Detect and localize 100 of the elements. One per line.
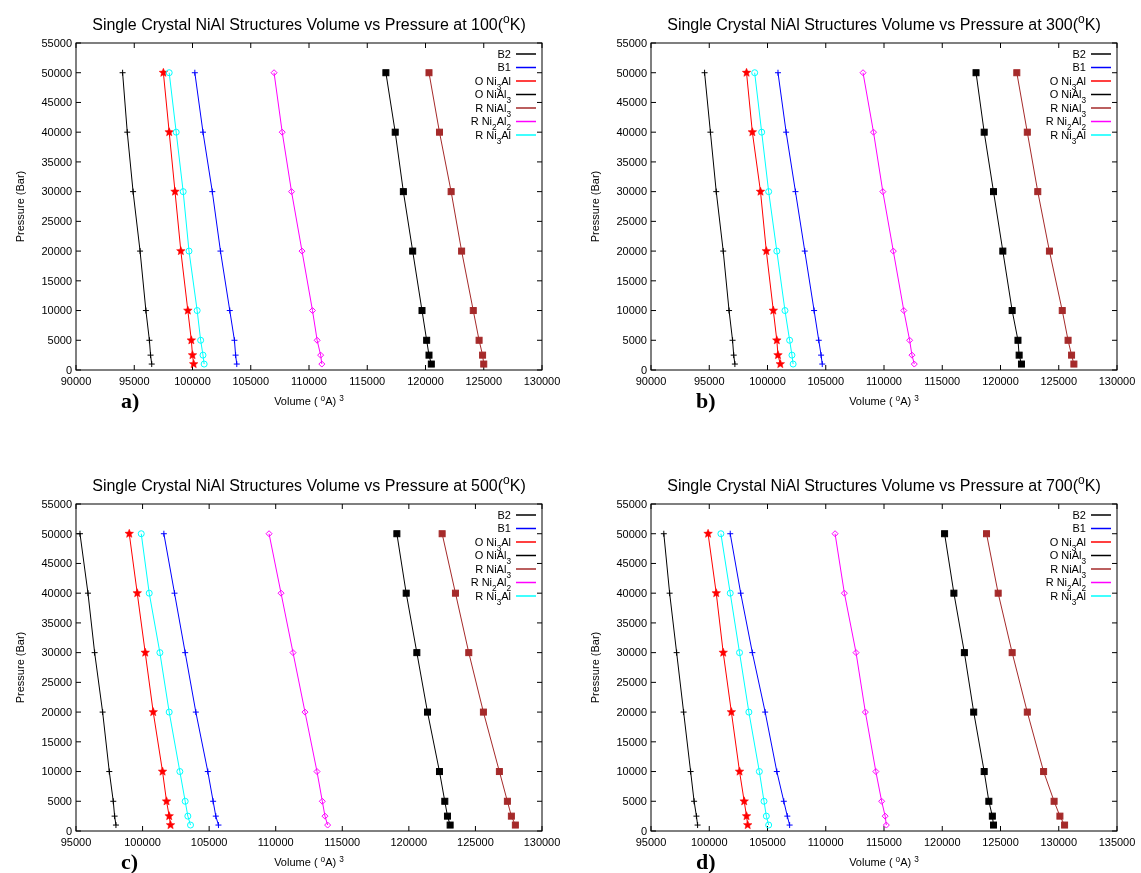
x-tick-label: 120000 [407, 375, 444, 387]
legend-label: O NiAl$_{3}$ [474, 549, 512, 566]
x-axis-title: Volume ( $^{o}$A) $^{3}$ [274, 393, 345, 407]
point [1034, 188, 1042, 196]
point [129, 188, 137, 196]
y-tick-label: 40000 [616, 126, 647, 139]
point [985, 797, 993, 805]
point [852, 649, 860, 657]
point [197, 336, 205, 344]
point [801, 247, 809, 255]
point [990, 821, 998, 829]
x-tick-label: 115000 [924, 375, 961, 387]
x-tick-label: 95000 [693, 375, 725, 387]
x-tick-label: 100000 [749, 375, 786, 387]
point [666, 589, 674, 597]
x-tick-label: 105000 [232, 375, 270, 387]
chart-title: Single Crystal NiAl Structures Volume vs Pressure at 500($^{o}$K) [92, 473, 526, 494]
y-tick-label: 45000 [41, 96, 72, 109]
legend-label: B2 [497, 508, 511, 521]
point [158, 766, 168, 776]
point [479, 708, 487, 716]
point [712, 188, 720, 196]
point [765, 821, 773, 829]
point [413, 649, 421, 657]
point [742, 67, 752, 77]
point [908, 351, 916, 359]
y-tick-label: 30000 [41, 646, 72, 659]
point [511, 821, 519, 829]
y-tick-label: 50000 [616, 527, 647, 540]
x-tick-label: 95000 [635, 836, 667, 848]
point [988, 812, 996, 820]
point [321, 812, 329, 820]
point [179, 188, 187, 196]
point [815, 336, 823, 344]
point [158, 67, 168, 77]
x-tick-label: 125000 [982, 836, 1019, 848]
point [960, 649, 968, 657]
y-tick-label: 40000 [616, 587, 647, 600]
y-tick-label: 30000 [616, 185, 647, 198]
point [1008, 307, 1016, 315]
point [382, 69, 390, 77]
point [192, 708, 200, 716]
x-tick-label: 130000 [523, 375, 561, 387]
point [879, 188, 887, 196]
x-tick-label: 90000 [635, 375, 667, 387]
point [1050, 797, 1058, 805]
point [861, 708, 869, 716]
y-tick-label: 5000 [622, 334, 647, 347]
x-tick-label: 105000 [807, 375, 845, 387]
point [781, 307, 789, 315]
point [451, 589, 459, 597]
point [123, 128, 131, 136]
point [1064, 336, 1072, 344]
x-tick-label: 120000 [982, 375, 1019, 387]
x-tick-label: 120000 [390, 836, 428, 848]
y-tick-label: 55000 [41, 36, 72, 49]
point [156, 649, 164, 657]
point [318, 797, 326, 805]
point [495, 768, 503, 776]
legend-label: R Ni$_{3}$Al [1050, 589, 1086, 607]
x-tick-label: 115000 [324, 836, 361, 848]
point [786, 336, 794, 344]
x-tick-label: 120000 [923, 836, 961, 848]
chart-title: Single Crystal NiAl Structures Volume vs Pressure at 100($^{o}$K) [92, 12, 526, 33]
y-tick-label: 10000 [41, 765, 72, 778]
point [735, 766, 745, 776]
legend-label: O NiAl$_{3}$ [1049, 88, 1087, 105]
point [393, 530, 401, 538]
point [680, 708, 688, 716]
point [185, 247, 193, 255]
y-tick-label: 15000 [41, 735, 72, 748]
point [270, 69, 278, 77]
point [673, 649, 681, 657]
x-tick-label: 110000 [807, 836, 844, 848]
point [475, 336, 483, 344]
point [187, 821, 194, 829]
point [181, 649, 189, 657]
point [742, 811, 752, 821]
point [990, 188, 998, 196]
point [165, 69, 173, 77]
y-tick-label: 15000 [616, 274, 647, 287]
point [479, 351, 487, 359]
point [399, 188, 407, 196]
point [226, 307, 234, 315]
y-tick-label: 40000 [41, 587, 72, 600]
x-tick-label: 100000 [124, 836, 161, 848]
point [768, 305, 778, 315]
point [1017, 360, 1025, 368]
point [730, 351, 738, 359]
y-tick-label: 15000 [41, 274, 72, 287]
point [172, 128, 180, 136]
x-tick-label: 125000 [465, 375, 503, 387]
point [171, 589, 179, 597]
y-tick-label: 0 [640, 363, 647, 376]
y-tick-label: 5000 [47, 795, 72, 808]
y-tick-label: 15000 [616, 735, 647, 748]
point [1013, 69, 1021, 77]
point [193, 307, 201, 315]
x-axis-title: Volume ( $^{o}$A) $^{3}$ [849, 854, 920, 868]
x-tick-label: 100000 [690, 836, 728, 848]
